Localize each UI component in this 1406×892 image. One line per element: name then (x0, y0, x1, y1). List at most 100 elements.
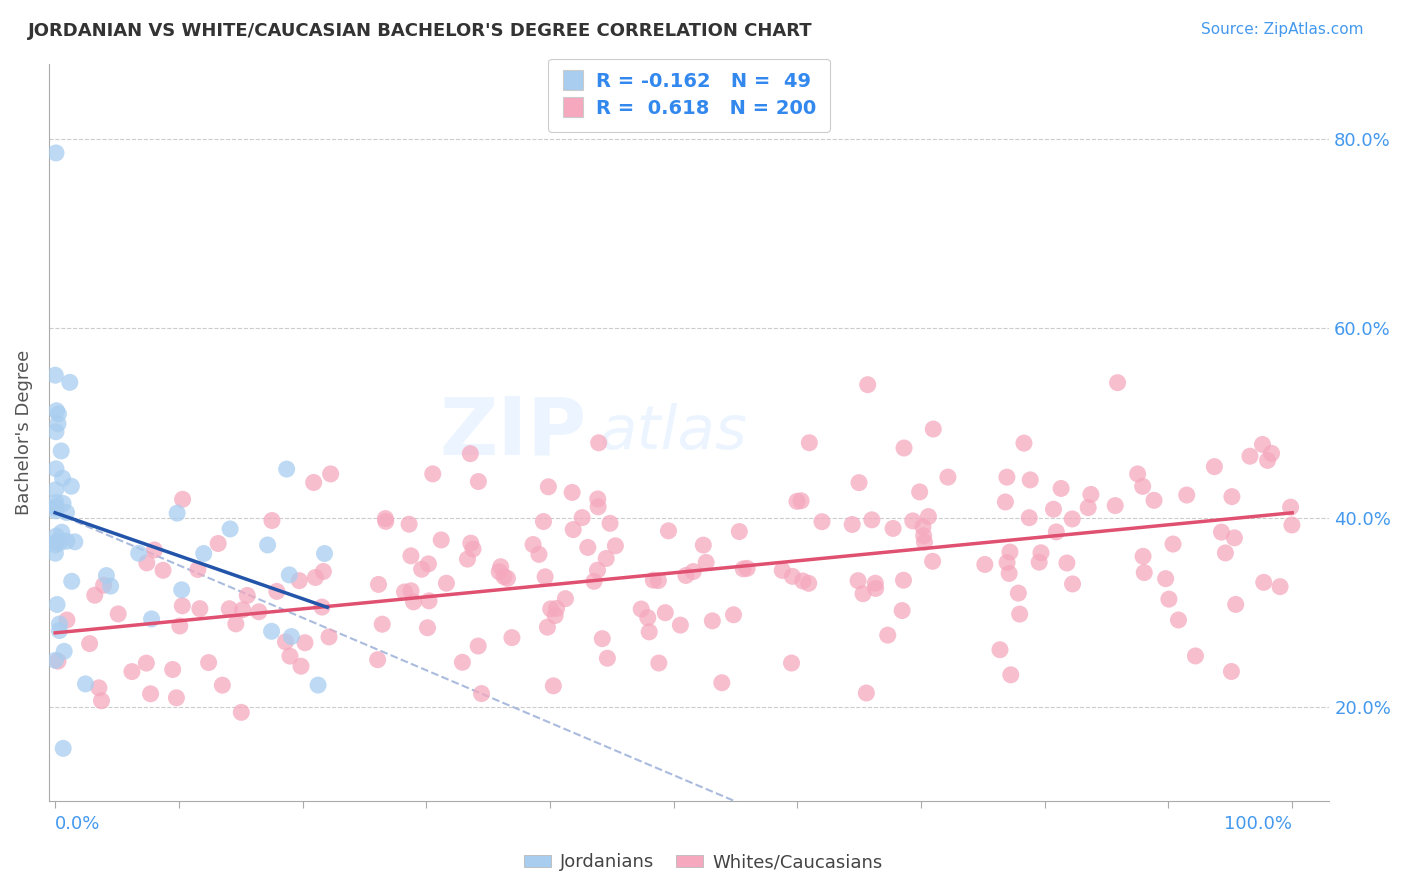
Point (1211, 525, 1233, 540)
Point (1253, 575, 1275, 590)
Point (1008, 607, 1031, 621)
Point (83, 588, 105, 602)
Point (48, 617, 70, 632)
Point (1167, 613, 1189, 627)
Point (311, 600, 333, 615)
Point (1204, 459, 1226, 474)
Point (852, 587, 875, 601)
Point (911, 520, 934, 534)
Point (44, 653, 66, 667)
Point (48, 407, 70, 421)
Point (710, 675, 733, 690)
Point (1154, 572, 1177, 586)
Point (418, 594, 440, 608)
Point (1161, 537, 1184, 551)
Point (893, 441, 915, 455)
Point (207, 536, 229, 550)
Point (533, 515, 555, 529)
Point (790, 493, 813, 508)
Point (630, 602, 652, 616)
Point (876, 628, 898, 642)
Point (294, 636, 316, 650)
Point (52, 471, 75, 485)
Point (55, 506, 77, 520)
Point (489, 559, 512, 574)
Point (276, 462, 298, 476)
Point (501, 631, 523, 645)
Point (143, 543, 166, 558)
Point (260, 624, 283, 639)
Point (278, 568, 301, 582)
Legend: Jordanians, Whites/Caucasians: Jordanians, Whites/Caucasians (516, 847, 890, 879)
Point (599, 516, 621, 531)
Point (1239, 449, 1261, 463)
Point (576, 541, 599, 555)
Point (554, 591, 576, 606)
Point (522, 537, 544, 551)
Point (141, 612, 163, 626)
Point (643, 573, 665, 587)
Point (188, 601, 211, 615)
Point (461, 541, 484, 556)
Point (1080, 487, 1102, 501)
Text: JORDANIAN VS WHITE/CAUCASIAN BACHELOR'S DEGREE CORRELATION CHART: JORDANIAN VS WHITE/CAUCASIAN BACHELOR'S … (28, 22, 813, 40)
Point (236, 589, 259, 603)
Point (52, 741, 75, 756)
Point (232, 603, 254, 617)
Text: ZIP: ZIP (440, 393, 586, 471)
Point (588, 435, 610, 450)
Point (1018, 510, 1040, 524)
Point (855, 686, 877, 700)
Point (44, 500, 66, 514)
Point (786, 494, 808, 508)
Point (45, 534, 67, 549)
Point (288, 574, 311, 588)
Point (780, 656, 803, 670)
Point (100, 579, 122, 593)
Point (914, 535, 936, 549)
Point (266, 584, 288, 599)
Point (1056, 556, 1078, 570)
Point (562, 523, 585, 537)
Point (48, 536, 70, 550)
Point (274, 635, 297, 649)
Point (211, 678, 233, 692)
Point (139, 687, 162, 701)
Point (571, 510, 593, 524)
Y-axis label: Bachelor's Degree: Bachelor's Degree (15, 350, 32, 515)
Point (46, 654, 69, 668)
Point (1107, 376, 1129, 390)
Point (782, 569, 804, 583)
Point (48, 624, 70, 638)
Point (995, 470, 1018, 484)
Point (219, 522, 242, 536)
Point (56, 613, 79, 627)
Point (402, 595, 425, 609)
Point (841, 517, 863, 532)
Point (60, 574, 83, 589)
Point (492, 569, 515, 583)
Point (51, 525, 73, 540)
Point (1062, 577, 1084, 591)
Point (422, 467, 444, 481)
Point (418, 557, 440, 571)
Point (44, 538, 66, 552)
Point (540, 602, 562, 616)
Point (586, 563, 609, 577)
Point (1279, 500, 1302, 515)
Point (1050, 482, 1073, 496)
Point (605, 539, 627, 553)
Point (46, 417, 69, 431)
Point (728, 524, 751, 539)
Point (856, 377, 879, 392)
Point (675, 568, 697, 582)
Point (45, 504, 67, 518)
Point (995, 556, 1018, 570)
Point (436, 576, 458, 591)
Point (1251, 437, 1274, 451)
Point (648, 656, 671, 670)
Point (107, 607, 129, 621)
Point (278, 649, 301, 664)
Point (231, 706, 253, 720)
Point (682, 565, 704, 579)
